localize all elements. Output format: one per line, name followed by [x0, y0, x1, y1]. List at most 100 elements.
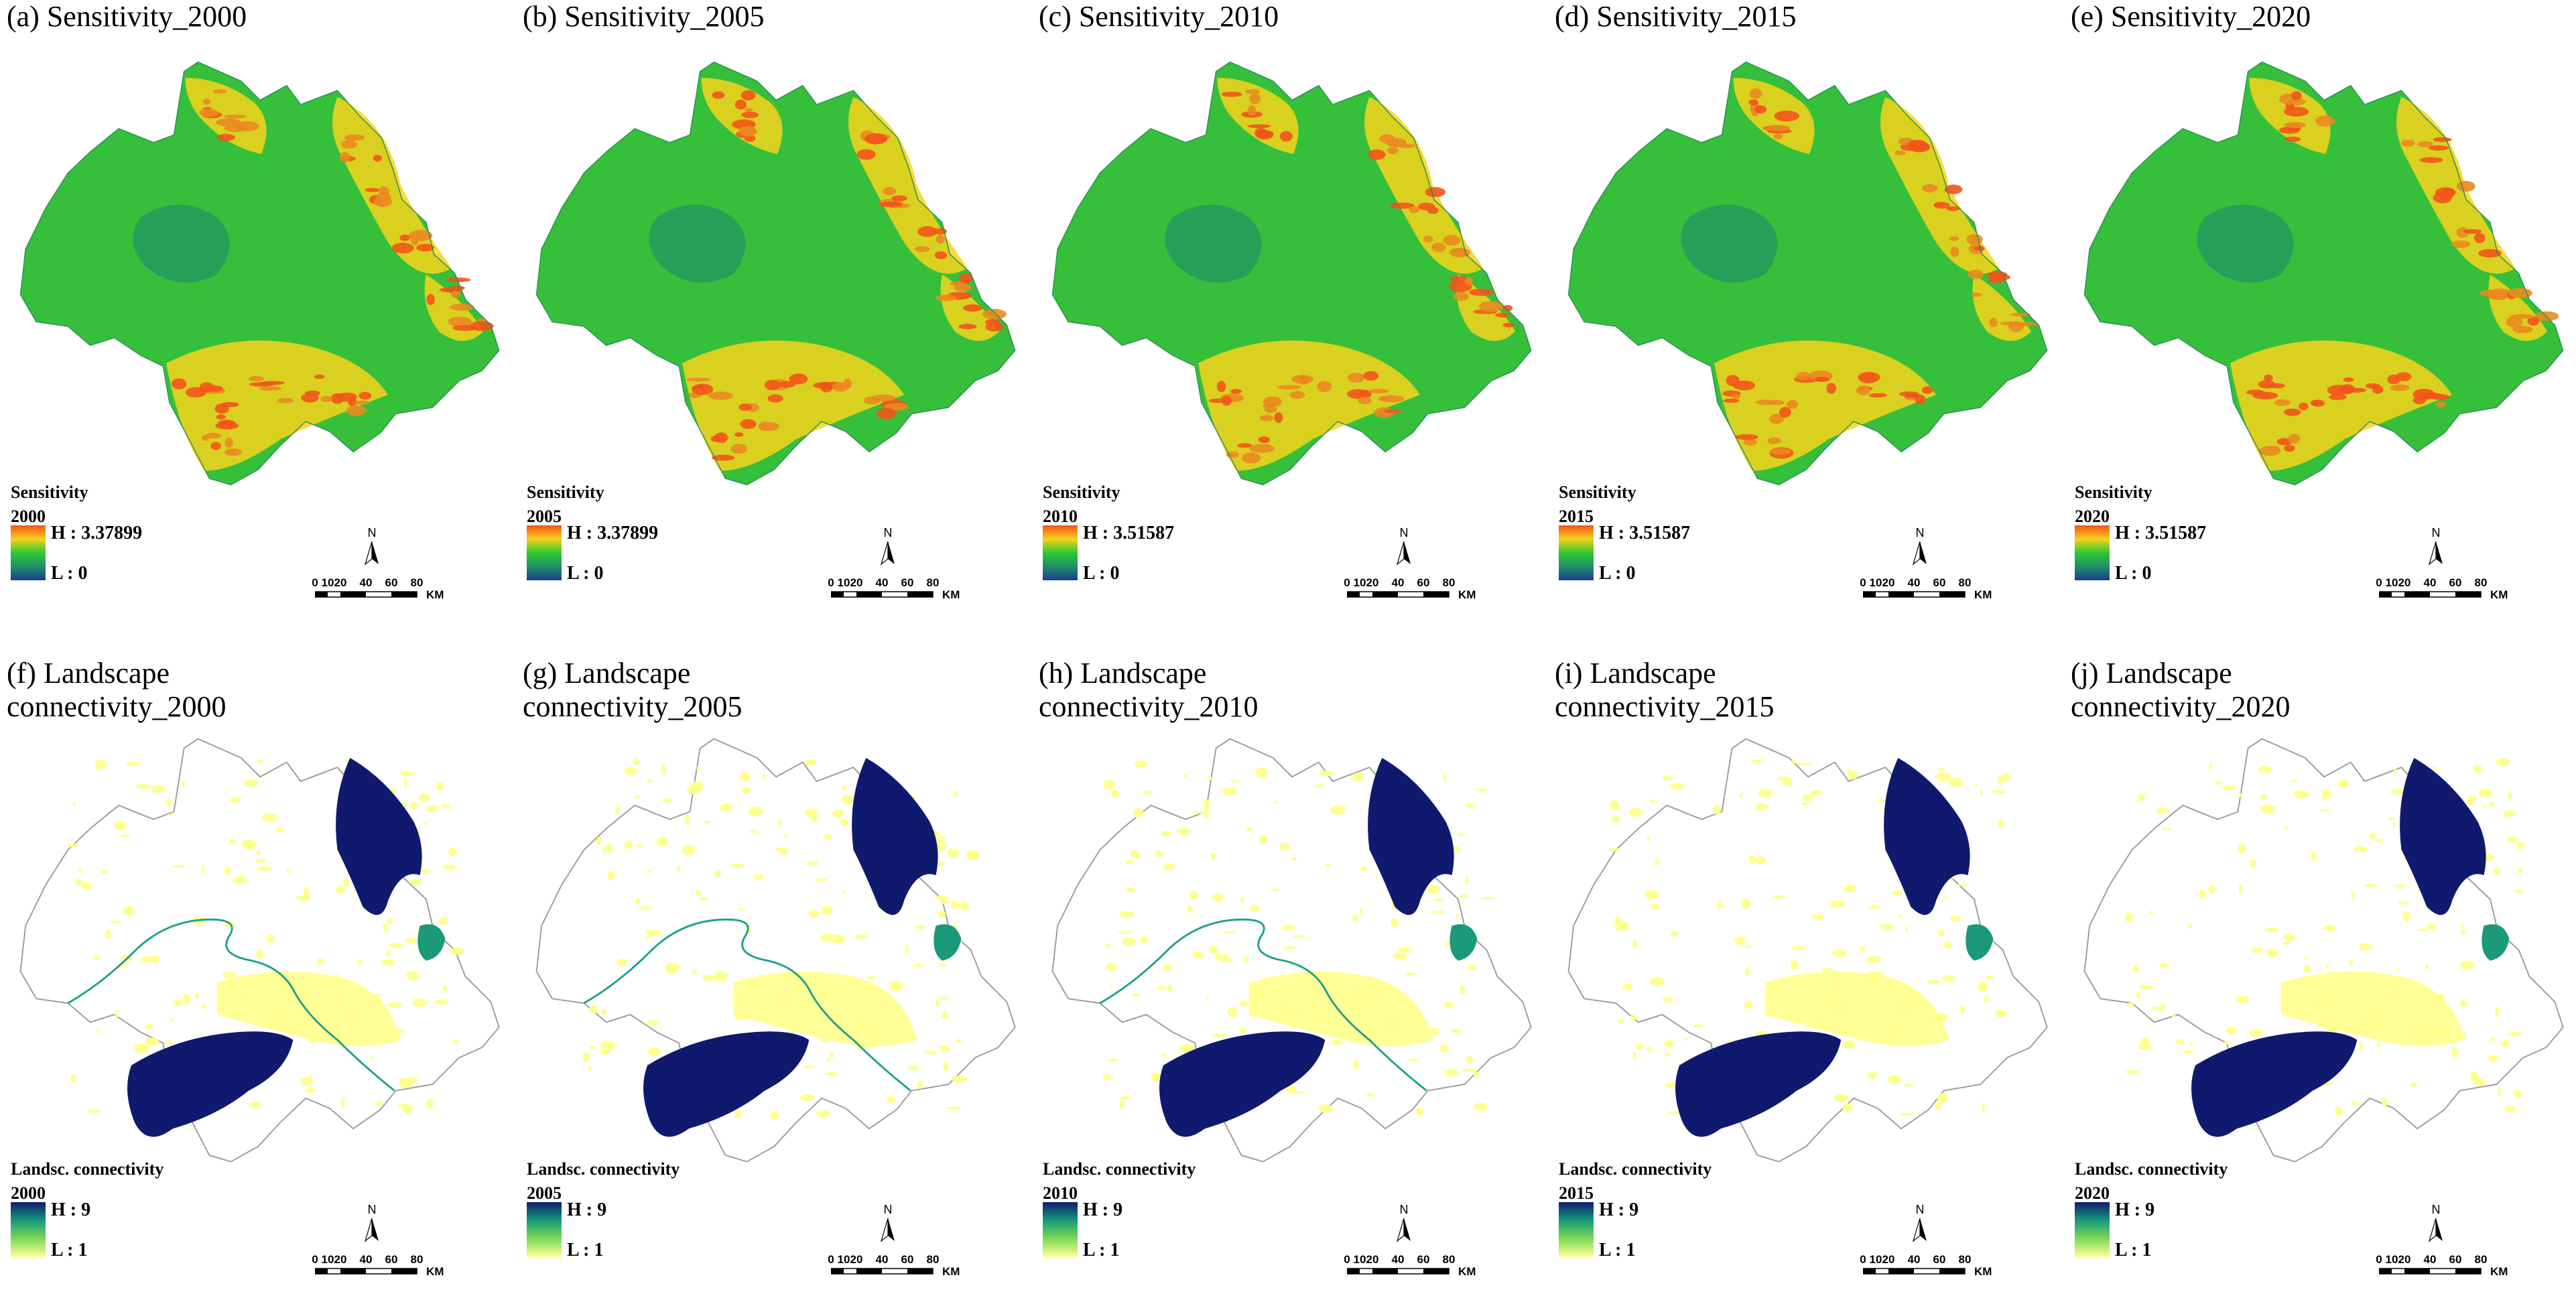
low-connectivity-patch — [676, 866, 681, 872]
low-connectivity-patch — [2226, 1026, 2237, 1035]
sensitivity-hotspot — [2274, 399, 2291, 406]
low-connectivity-patch — [1167, 984, 1173, 992]
low-connectivity-patch — [1984, 995, 1990, 1002]
low-connectivity-patch — [1716, 901, 1722, 909]
sensitivity-hotspot — [2390, 384, 2410, 391]
low-connectivity-patch — [1205, 996, 1210, 999]
low-connectivity-patch — [151, 785, 166, 793]
low-connectivity-patch — [1390, 918, 1399, 928]
legend-high-value: H : 3.51587 — [1599, 523, 1691, 543]
low-connectivity-patch — [1744, 1000, 1752, 1009]
sensitivity-hotspot — [710, 435, 721, 442]
study-area-boundary — [1051, 61, 1532, 486]
sensitivity-hotspot — [1754, 105, 1767, 114]
sensitivity-hotspot — [2429, 393, 2450, 400]
sensitivity-hotspot — [1249, 93, 1261, 105]
low-connectivity-patch — [135, 784, 151, 789]
low-connectivity-patch — [1614, 921, 1629, 931]
map-panel-2015-connectivity: (i) Landscape connectivity_2015 Landsc. c… — [1555, 657, 2064, 1300]
sensitivity-hotspot — [738, 403, 753, 411]
sensitivity-hotspot — [1289, 391, 1305, 399]
low-connectivity-patch — [739, 771, 751, 782]
low-connectivity-patch — [2238, 884, 2242, 895]
low-connectivity-patch — [1670, 931, 1679, 937]
low-connectivity-patch — [816, 1110, 830, 1118]
sensitivity-hotspot — [450, 304, 474, 311]
low-connectivity-patch — [947, 848, 959, 858]
sensitivity-hotspot — [872, 394, 896, 401]
low-connectivity-patch — [842, 785, 847, 790]
low-connectivity-patch — [2260, 794, 2268, 800]
low-connectivity-patch — [840, 819, 849, 826]
low-connectivity-patch — [1937, 767, 1945, 771]
low-connectivity-patch — [2396, 966, 2399, 971]
legend-color-ramp — [11, 1202, 46, 1257]
low-connectivity-patch — [172, 865, 185, 868]
low-connectivity-patch — [406, 970, 419, 980]
low-connectivity-patch — [1937, 1093, 1949, 1103]
sensitivity-hotspot — [373, 155, 383, 162]
sensitivity-hotspot — [1298, 375, 1310, 385]
sensitivity-hotspot — [1735, 434, 1759, 440]
sensitivity-hotspot — [936, 235, 946, 244]
low-connectivity-patch — [440, 804, 452, 808]
low-connectivity-patch — [1950, 915, 1961, 922]
north-label: N — [883, 1203, 893, 1216]
low-connectivity-patch — [1866, 956, 1881, 964]
scale-tick-label: 40 — [1907, 576, 1921, 589]
low-connectivity-patch — [2304, 964, 2311, 973]
low-connectivity-patch — [2498, 1086, 2501, 1096]
low-sensitivity-zone — [1681, 204, 1778, 283]
low-connectivity-patch — [738, 908, 745, 912]
low-connectivity-patch — [1958, 883, 1970, 887]
low-connectivity-patch — [2159, 962, 2169, 968]
sensitivity-hotspot — [958, 324, 977, 330]
low-connectivity-patch — [387, 917, 393, 925]
low-connectivity-patch — [1163, 863, 1175, 871]
low-connectivity-patch — [165, 1041, 175, 1045]
low-connectivity-patch — [1791, 759, 1796, 765]
low-connectivity-patch — [1450, 1029, 1462, 1033]
low-connectivity-patch — [442, 985, 448, 992]
low-connectivity-patch — [1473, 1071, 1479, 1079]
low-connectivity-patch — [101, 870, 109, 874]
sensitivity-hotspot — [1254, 127, 1267, 135]
sensitivity-hotspot — [1915, 394, 1926, 405]
low-connectivity-patch — [826, 1057, 831, 1063]
sensitivity-hotspot — [355, 400, 369, 405]
low-connectivity-patch — [243, 779, 259, 787]
low-connectivity-patch — [646, 935, 652, 939]
low-connectivity-patch — [720, 803, 732, 812]
low-connectivity-patch — [2418, 928, 2429, 931]
low-connectivity-patch — [2156, 807, 2169, 814]
sensitivity-hotspot — [1358, 397, 1372, 405]
sensitivity-hotspot — [2428, 145, 2449, 151]
sensitivity-hotspot — [426, 294, 435, 306]
legend-title: Landsc. connectivity — [1559, 1159, 1712, 1179]
low-connectivity-patch — [2335, 1106, 2342, 1116]
low-connectivity-patch — [2138, 985, 2153, 990]
low-connectivity-patch — [1227, 1007, 1238, 1017]
low-connectivity-patch — [2468, 795, 2477, 801]
low-connectivity-patch — [370, 1055, 373, 1061]
low-connectivity-patch — [450, 947, 465, 956]
low-connectivity-patch — [426, 805, 440, 811]
low-connectivity-patch — [140, 956, 155, 962]
sensitivity-hotspot — [2457, 180, 2475, 192]
low-connectivity-patch — [168, 813, 174, 816]
sensitivity-hotspot — [935, 294, 956, 302]
sensitivity-hotspot — [249, 382, 275, 387]
legend-year: 2015 — [1559, 1183, 1594, 1203]
legend-high-value: H : 9 — [51, 1199, 91, 1220]
sensitivity-hotspot — [224, 448, 243, 456]
sensitivity-hotspot — [1465, 276, 1474, 285]
sensitivity-hotspot — [259, 386, 282, 391]
low-connectivity-patch — [939, 900, 950, 905]
low-connectivity-patch — [777, 819, 781, 828]
sensitivity-hotspot — [377, 192, 391, 202]
north-label: N — [2431, 526, 2441, 539]
low-connectivity-patch — [1466, 803, 1476, 808]
low-connectivity-patch — [1645, 889, 1659, 899]
sensitivity-hotspot — [2451, 240, 2471, 249]
low-connectivity-patch — [115, 1009, 119, 1018]
